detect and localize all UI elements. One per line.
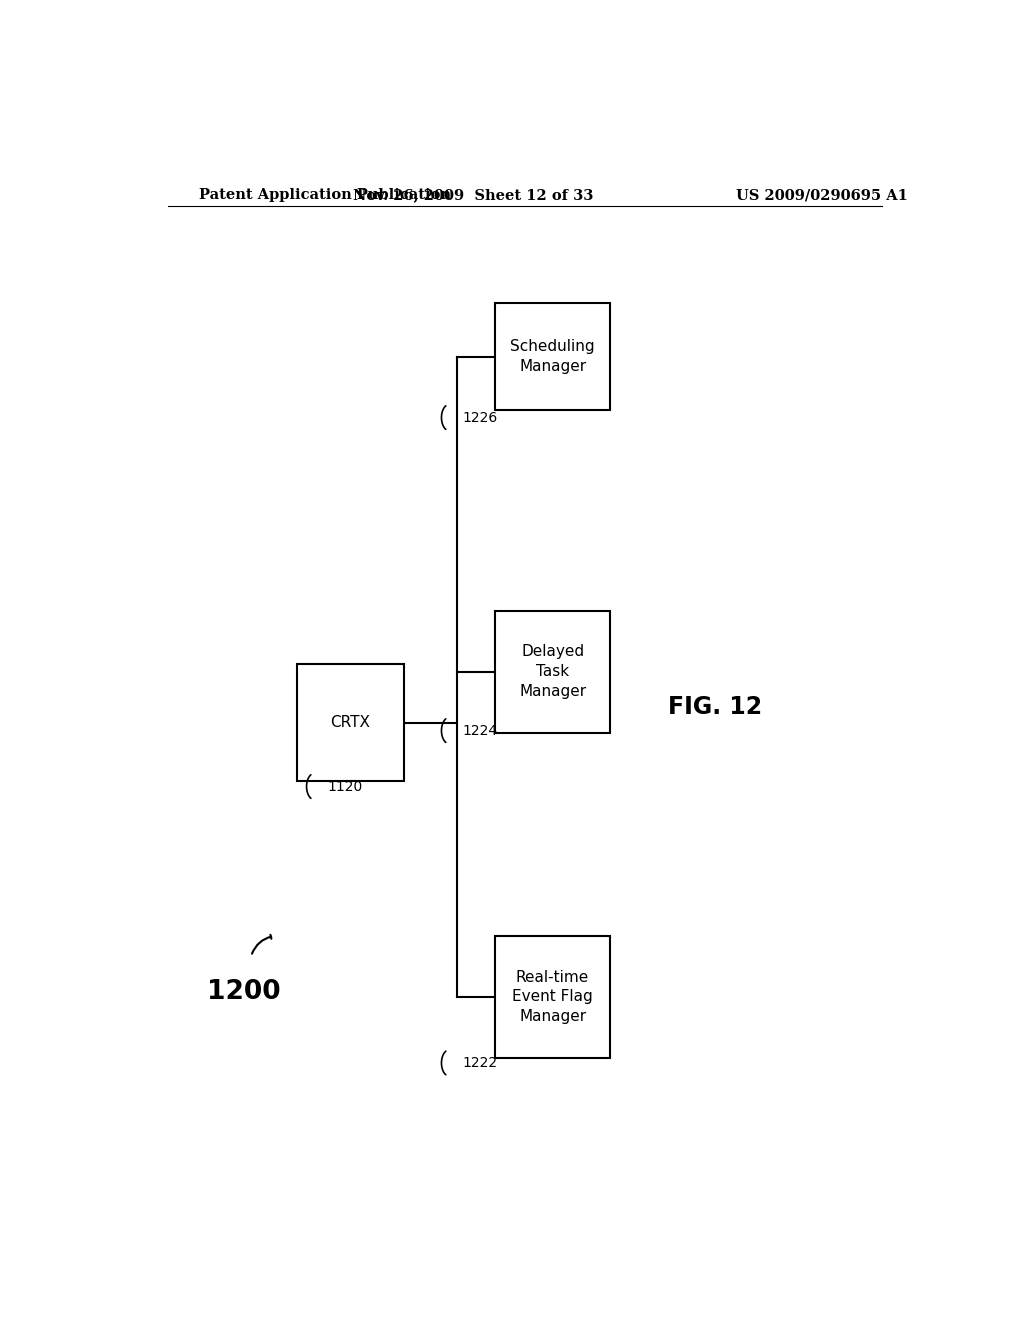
Bar [297,664,403,781]
Bar [495,304,610,411]
Text: US 2009/0290695 A1: US 2009/0290695 A1 [736,189,908,202]
Text: Delayed
Task
Manager: Delayed Task Manager [519,644,586,700]
Text: CRTX: CRTX [330,715,371,730]
Text: 1224: 1224 [462,723,498,738]
Text: 1222: 1222 [462,1056,498,1071]
Text: 1226: 1226 [462,411,498,425]
Text: Real-time
Event Flag
Manager: Real-time Event Flag Manager [512,970,593,1024]
Text: FIG. 12: FIG. 12 [669,696,762,719]
Bar [495,611,610,733]
Text: Patent Application Publication: Patent Application Publication [200,189,452,202]
Text: 1120: 1120 [328,780,362,793]
Text: 1200: 1200 [207,979,281,1005]
Text: Nov. 26, 2009  Sheet 12 of 33: Nov. 26, 2009 Sheet 12 of 33 [353,189,593,202]
Text: Scheduling
Manager: Scheduling Manager [510,339,595,374]
Bar [495,936,610,1057]
